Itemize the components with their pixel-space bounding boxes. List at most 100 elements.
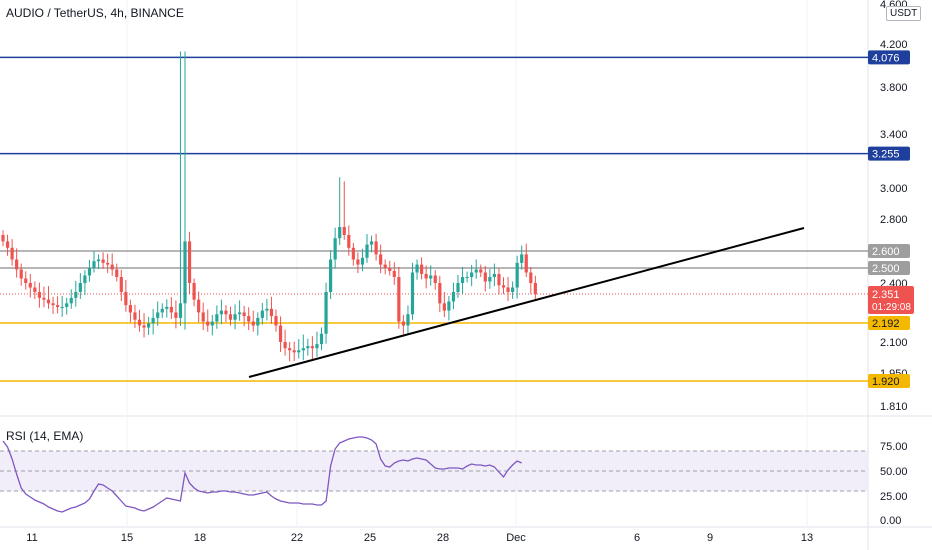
candle-body-86 bbox=[392, 271, 396, 277]
candle-body-82 bbox=[374, 241, 378, 255]
candle-body-78 bbox=[356, 259, 360, 265]
candle-body-54 bbox=[247, 316, 251, 322]
candle-body-4 bbox=[19, 269, 23, 279]
time-tick-3: 22 bbox=[291, 532, 303, 544]
candle-body-90 bbox=[410, 272, 415, 315]
candle-body-48 bbox=[219, 310, 223, 315]
level-label-bg-1 bbox=[868, 146, 910, 161]
candle-body-25 bbox=[115, 269, 119, 277]
level-label-1: 3.255 bbox=[872, 149, 900, 161]
candle-body-13 bbox=[60, 306, 64, 308]
price-tick-1: 4.200 bbox=[880, 39, 908, 51]
price-tick-0: 4.600 bbox=[880, 0, 908, 11]
candle-body-11 bbox=[51, 303, 55, 306]
candle-body-36 bbox=[165, 306, 169, 309]
time-tick-2: 18 bbox=[194, 532, 206, 544]
level-label-3: 2.500 bbox=[872, 263, 900, 275]
candle-body-16 bbox=[74, 291, 78, 298]
candle-body-51 bbox=[233, 314, 237, 320]
candle-body-15 bbox=[69, 297, 73, 304]
candle-body-61 bbox=[278, 325, 283, 342]
candle-body-53 bbox=[242, 312, 246, 317]
candle-body-3 bbox=[15, 259, 19, 270]
currency-badge[interactable]: USDT bbox=[886, 6, 922, 21]
candle-body-64 bbox=[292, 350, 296, 353]
candle-body-93 bbox=[424, 274, 428, 279]
candle-body-73 bbox=[333, 238, 337, 260]
candle-body-69 bbox=[315, 344, 319, 349]
candle-body-20 bbox=[92, 261, 96, 268]
candle-body-14 bbox=[65, 303, 69, 307]
candle-body-31 bbox=[142, 325, 146, 328]
candle-body-103 bbox=[470, 272, 474, 277]
candle-body-5 bbox=[24, 278, 28, 283]
candle-body-85 bbox=[388, 268, 392, 271]
candle-body-115 bbox=[524, 254, 528, 273]
candle-body-112 bbox=[511, 287, 515, 292]
candle-body-102 bbox=[465, 277, 469, 278]
price-tick-5: 2.800 bbox=[880, 214, 908, 226]
candle-body-65 bbox=[297, 350, 301, 353]
candle-body-1 bbox=[5, 241, 10, 248]
last-price-label-bg bbox=[868, 286, 914, 314]
candle-body-81 bbox=[369, 241, 374, 245]
candle-body-107 bbox=[488, 277, 492, 282]
candle-body-44 bbox=[201, 312, 205, 322]
candle-body-67 bbox=[306, 346, 310, 349]
candle-body-42 bbox=[192, 283, 196, 300]
candle-body-32 bbox=[147, 323, 151, 328]
candle-body-35 bbox=[160, 308, 164, 313]
rsi-tick-1: 50.00 bbox=[880, 466, 908, 478]
time-tick-4: 25 bbox=[364, 532, 376, 544]
candle-body-91 bbox=[415, 264, 419, 273]
level-label-0: 4.076 bbox=[872, 52, 900, 64]
candle-body-96 bbox=[438, 283, 442, 304]
candle-body-21 bbox=[96, 259, 101, 262]
candle-body-75 bbox=[342, 227, 346, 235]
candle-body-18 bbox=[83, 275, 87, 283]
candle-body-101 bbox=[460, 277, 465, 283]
candle-body-30 bbox=[137, 319, 142, 326]
candle-body-105 bbox=[479, 269, 483, 273]
candle-body-58 bbox=[265, 308, 269, 311]
candle-body-12 bbox=[56, 305, 60, 307]
time-tick-6: Dec bbox=[506, 532, 526, 544]
trendline bbox=[248, 227, 805, 378]
candle-body-77 bbox=[351, 247, 355, 260]
candle-body-9 bbox=[42, 297, 46, 300]
candle-body-38 bbox=[174, 312, 178, 318]
candle-body-17 bbox=[78, 283, 82, 292]
candle-body-7 bbox=[33, 287, 37, 292]
candle-body-62 bbox=[283, 342, 287, 349]
level-label-bg-4 bbox=[868, 316, 910, 330]
rsi-tick-0: 75.00 bbox=[880, 441, 908, 453]
candle-body-74 bbox=[338, 227, 342, 239]
candle-body-76 bbox=[347, 235, 351, 248]
candle-body-28 bbox=[128, 305, 132, 313]
candle-body-39 bbox=[178, 303, 183, 318]
candle-body-10 bbox=[46, 299, 51, 304]
candle-body-83 bbox=[379, 254, 383, 265]
candle-body-59 bbox=[269, 308, 274, 317]
candle-body-92 bbox=[420, 264, 424, 274]
candle-body-71 bbox=[324, 291, 328, 334]
candle-body-19 bbox=[87, 268, 92, 276]
time-tick-1: 15 bbox=[121, 532, 133, 544]
candle-body-97 bbox=[442, 303, 446, 311]
candle-body-80 bbox=[365, 244, 369, 258]
level-label-4: 2.192 bbox=[872, 318, 900, 330]
candle-body-66 bbox=[301, 348, 305, 351]
rsi-label: RSI (14, EMA) bbox=[6, 429, 84, 443]
candle-body-52 bbox=[238, 312, 242, 315]
candle-body-26 bbox=[119, 277, 123, 292]
candle-body-24 bbox=[110, 264, 114, 270]
candle-body-46 bbox=[210, 321, 214, 326]
candle-body-40 bbox=[183, 241, 187, 304]
candle-body-57 bbox=[260, 310, 264, 318]
countdown-label: 01:29:08 bbox=[872, 302, 911, 313]
level-label-5: 1.920 bbox=[872, 376, 900, 388]
rsi-tick-2: 25.00 bbox=[880, 491, 908, 503]
level-label-bg-2 bbox=[868, 244, 910, 258]
candle-body-27 bbox=[124, 291, 128, 306]
